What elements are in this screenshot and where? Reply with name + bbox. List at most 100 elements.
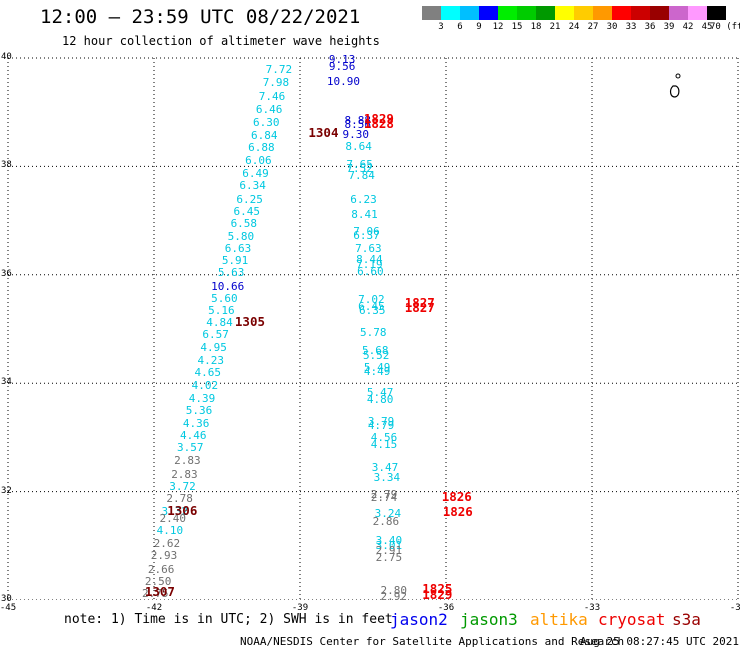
swh-value: 4.80	[366, 393, 394, 407]
pass-time-label: 1307	[144, 584, 175, 600]
swh-value: 2.93	[150, 549, 178, 562]
pass-time-label: 1305	[234, 314, 265, 330]
swh-value: 2.74	[370, 491, 398, 505]
swh-value: 5.16	[208, 304, 235, 318]
color-label: 12	[492, 22, 504, 32]
swh-value: 4.15	[370, 437, 398, 451]
swh-value: 9.13	[328, 53, 356, 67]
swh-value: 9.30	[342, 127, 370, 141]
swh-value: 6.06	[245, 153, 272, 167]
swh-value: 2.66	[147, 562, 175, 576]
swh-value: 2.83	[171, 467, 198, 481]
satellite-s3a: s3a	[672, 610, 701, 629]
lon-tick-label: -30	[729, 603, 740, 613]
swh-value: 8.64	[345, 140, 372, 154]
swh-value: 5.60	[211, 291, 238, 305]
swh-value: 4.95	[200, 340, 227, 354]
lat-tick-label: 34	[1, 377, 12, 388]
swh-value: 7.19	[356, 257, 383, 271]
swh-value: 8.44	[356, 252, 383, 266]
map-grid	[7, 57, 739, 600]
swh-value: 4.36	[182, 416, 210, 430]
lon-tick-label: -45	[0, 603, 17, 613]
lat-tick-label: 40	[1, 52, 12, 62]
pass-time-label: 1826	[442, 504, 473, 520]
color-label: 21	[549, 22, 561, 32]
swh-value: 6.49	[242, 166, 269, 180]
swh-value: 6.88	[248, 141, 275, 155]
swh-value: 4.10	[156, 523, 184, 537]
swh-value: 5.63	[217, 266, 245, 280]
lon-tick-label: -42	[145, 603, 163, 613]
swh-value: 6.84	[251, 128, 278, 142]
color-label: 24	[568, 22, 580, 32]
swh-value: 7.63	[355, 241, 382, 255]
swh-value: 2.40	[159, 511, 187, 525]
pass-time-label: 1306	[167, 502, 198, 518]
swh-value: 7.02	[358, 293, 385, 307]
swh-value: 2.83	[174, 454, 201, 468]
satellite-altika: altika	[530, 610, 588, 629]
swh-value: 3.47	[371, 461, 399, 475]
color-swatch	[707, 6, 727, 20]
swh-value: 6.30	[252, 115, 280, 129]
island-outline	[669, 73, 681, 98]
swh-value: 2.79	[370, 488, 398, 502]
swh-value: 8.88	[344, 114, 371, 128]
color-label: 70 (ft)	[710, 22, 740, 32]
pass-time-label: 1829	[422, 586, 453, 602]
pass-time-label: 1304	[308, 124, 339, 140]
lat-tick-label: 32	[1, 485, 12, 496]
pass-time-label: 1828	[363, 116, 394, 132]
swh-value: 5.68	[361, 343, 389, 357]
satellite-cryosat: cryosat	[598, 610, 666, 629]
swh-value: 6.35	[359, 304, 386, 318]
satellite-jason2: jason2	[390, 610, 448, 629]
swh-value: 6.45	[358, 300, 385, 314]
swh-value: 6.45	[233, 204, 260, 218]
lon-tick-label: -33	[583, 603, 601, 613]
lat-tick-label: 38	[1, 160, 12, 171]
swh-value: 2.50	[144, 575, 172, 589]
lon-tick-label: -36	[437, 603, 455, 613]
swh-value: 5.91	[221, 253, 249, 267]
swh-value: 6.46	[255, 103, 283, 117]
map-subtitle: 12 hour collection of altimeter wave hei…	[62, 34, 380, 48]
satellite-jason3: jason3	[460, 610, 518, 629]
swh-value: 3.24	[374, 507, 402, 521]
swh-value: 2.75	[375, 550, 403, 564]
swh-value: 5.47	[366, 386, 394, 400]
lon-tick-label: -39	[291, 603, 309, 613]
swh-value: 2.91	[375, 543, 403, 557]
color-label: 6	[457, 22, 463, 32]
swh-value: 5.49	[363, 360, 391, 374]
swh-value: 5.36	[185, 404, 213, 418]
swh-value: 10.90	[326, 74, 361, 88]
swh-value: 6.37	[353, 229, 380, 243]
swh-value: 6.25	[236, 192, 263, 206]
swh-value: 7.06	[353, 225, 380, 239]
swh-value: 2.78	[166, 492, 193, 506]
color-label: 36	[644, 22, 656, 32]
swh-value: 4.56	[370, 431, 398, 445]
pass-time-label: 1826	[441, 489, 472, 505]
swh-value: 6.58	[230, 217, 258, 231]
swh-value: 8.56	[344, 118, 371, 132]
swh-value: 2.86	[372, 515, 400, 529]
swh-value: 4.84	[206, 316, 233, 330]
swh-value: 6.63	[224, 241, 252, 255]
swh-value: 3.01	[375, 538, 403, 552]
swh-value: 2.92	[380, 589, 407, 603]
swh-value: 6.23	[350, 192, 377, 206]
swh-value: 4.49	[363, 364, 391, 378]
map-title: 12:00 – 23:59 UTC 08/22/2021	[40, 6, 361, 28]
swh-value: 4.02	[191, 378, 219, 392]
color-label: 45	[701, 22, 713, 32]
swh-value: 7.52	[346, 162, 373, 176]
swh-value: 3.32	[161, 505, 188, 519]
swh-value: 7.84	[348, 168, 375, 182]
swh-value: 5.78	[360, 325, 387, 339]
swh-value: 6.60	[357, 265, 384, 278]
credit-line: NOAA/NESDIS Center for Satellite Applica…	[240, 635, 625, 648]
color-label: 42	[682, 22, 694, 32]
